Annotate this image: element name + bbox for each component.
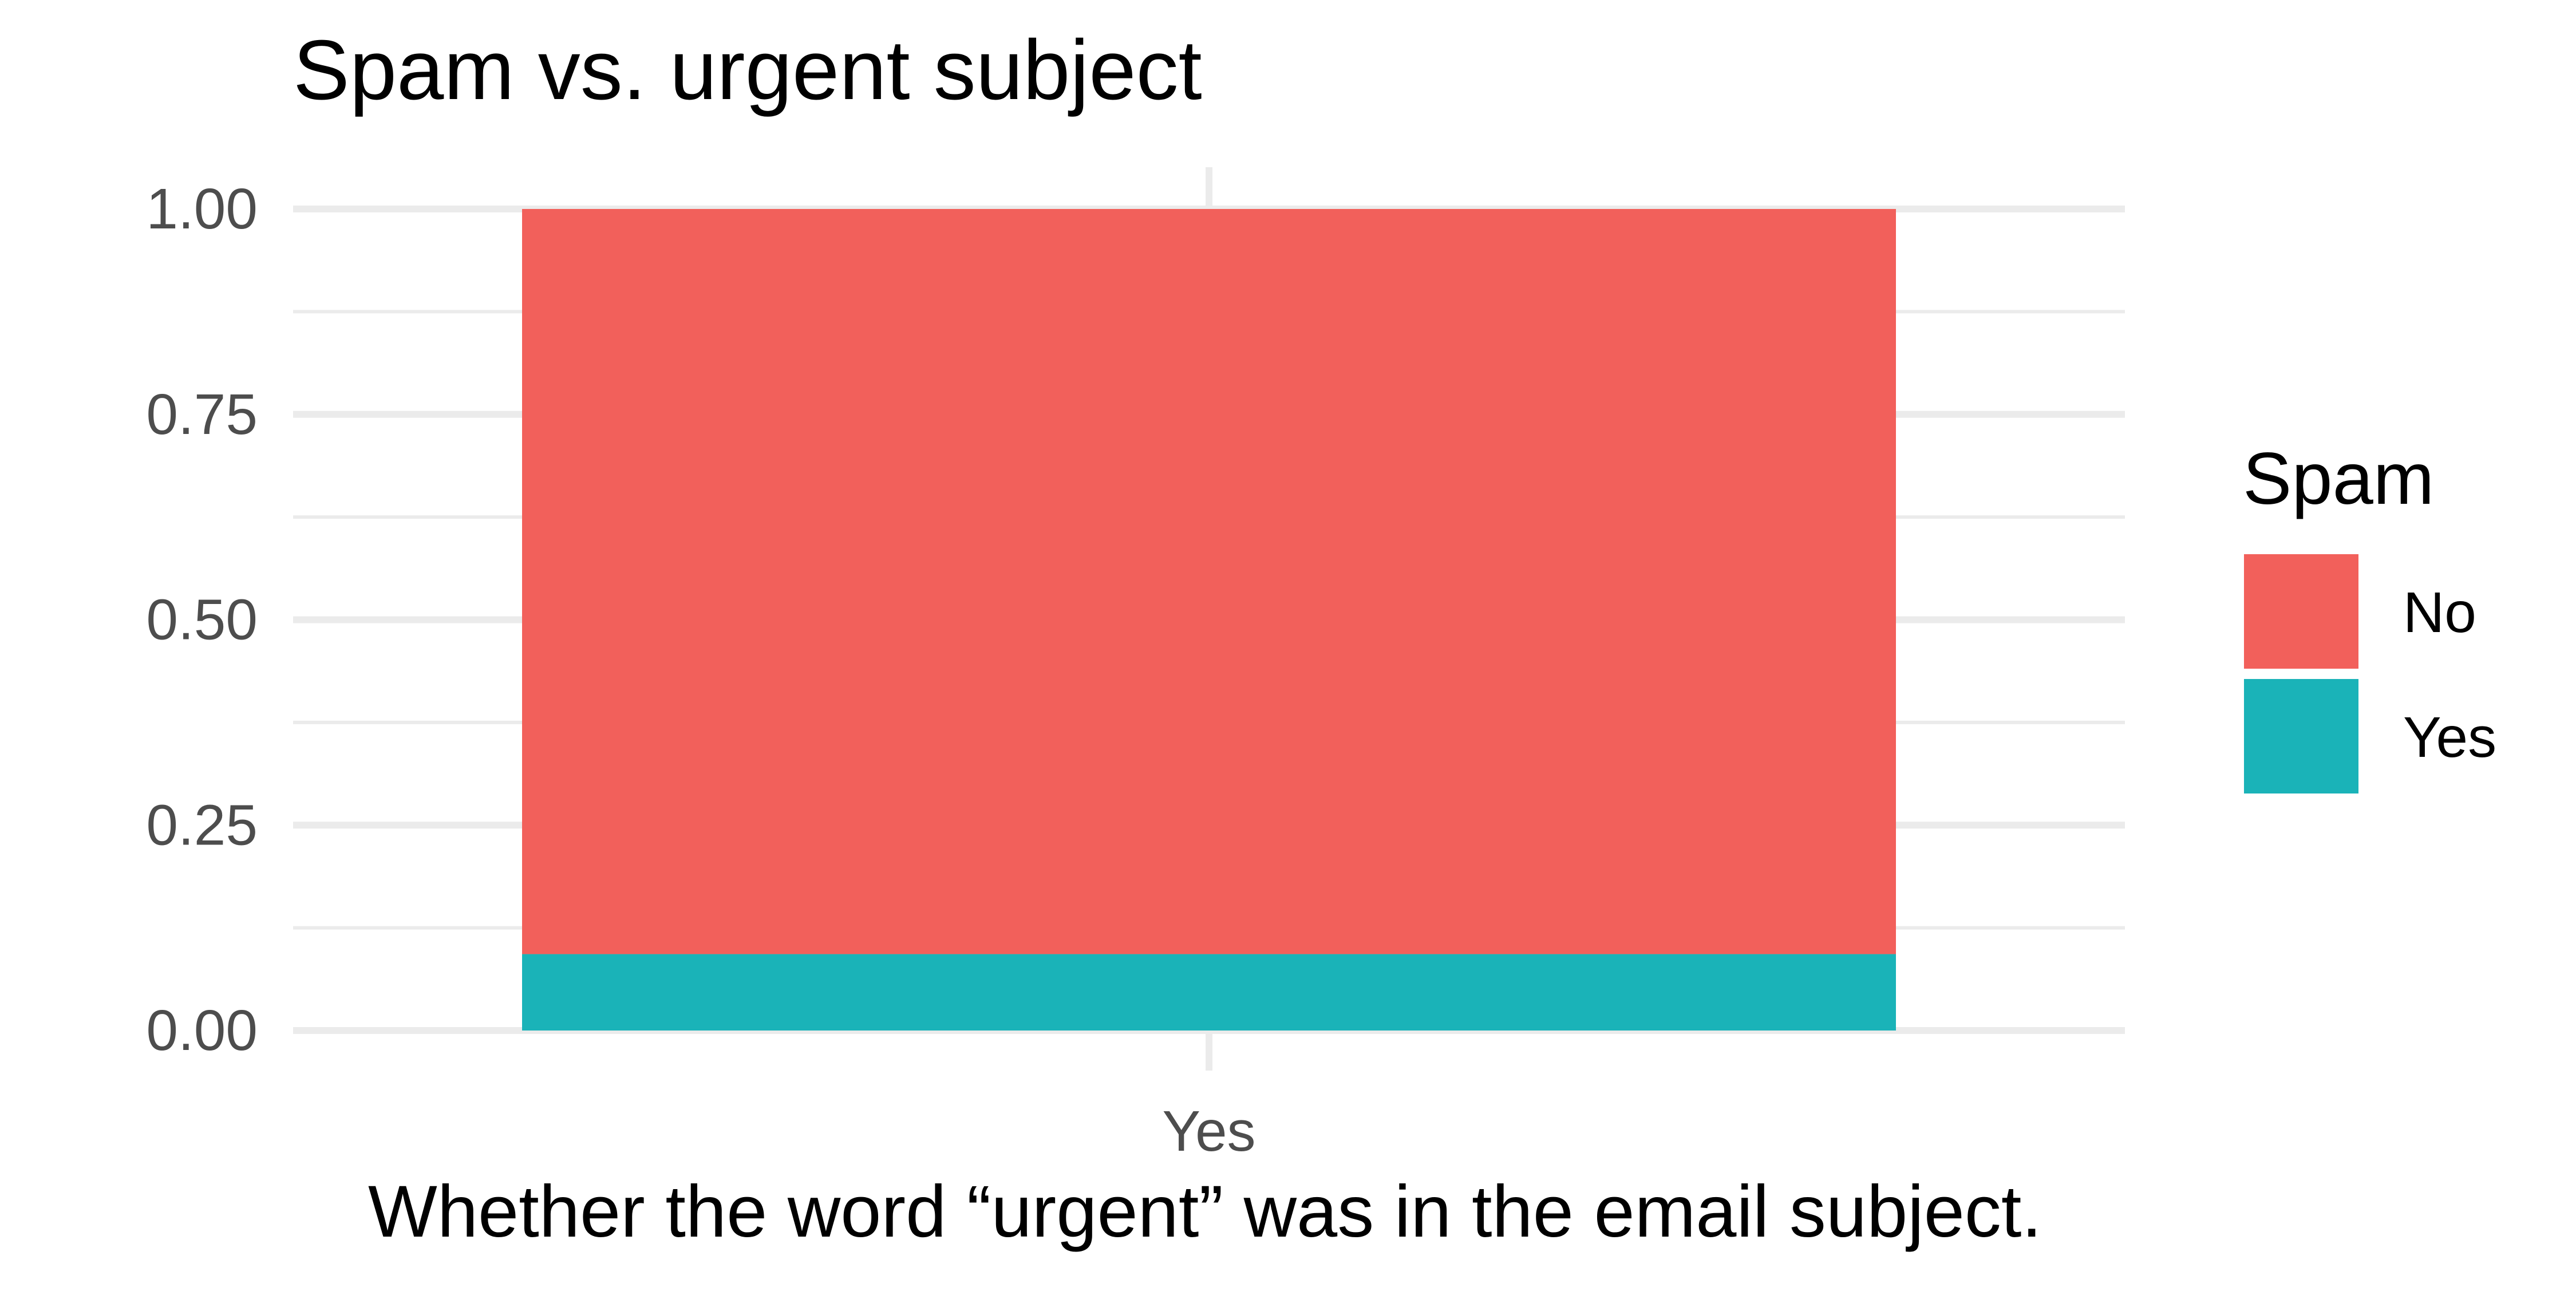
- legend-title: Spam: [2243, 438, 2434, 520]
- bars: [522, 209, 1896, 1031]
- bar-segment-yes: [522, 954, 1896, 1031]
- y-axis-tick-labels: 0.00 0.25 0.50 0.75 1.00: [146, 177, 258, 1063]
- legend-items: No Yes: [2244, 554, 2496, 793]
- legend-label: No: [2403, 581, 2476, 645]
- y-tick-label: 0.50: [146, 588, 258, 652]
- x-axis-tick-labels: Yes: [1162, 1099, 1255, 1163]
- y-tick-label: 1.00: [146, 177, 258, 241]
- legend-label: Yes: [2403, 705, 2496, 769]
- legend-key-no: [2244, 554, 2358, 669]
- legend: Spam No Yes: [2243, 438, 2496, 793]
- chart-title: Spam vs. urgent subject: [293, 23, 1202, 117]
- y-tick-label: 0.00: [146, 998, 258, 1063]
- x-axis-title: Whether the word “urgent” was in the ema…: [368, 1171, 2042, 1253]
- y-tick-label: 0.25: [146, 793, 258, 857]
- y-tick-label: 0.75: [146, 382, 258, 447]
- legend-key-yes: [2244, 679, 2358, 793]
- bar-segment-no: [522, 209, 1896, 954]
- x-tick-label: Yes: [1162, 1099, 1255, 1163]
